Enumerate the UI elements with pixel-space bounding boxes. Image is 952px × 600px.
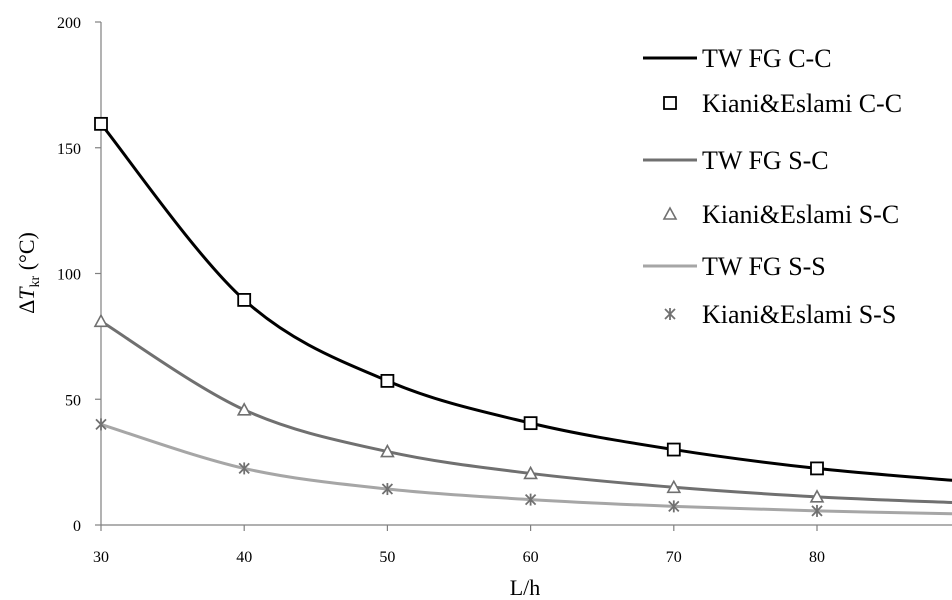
data-point-1-0: [94, 116, 108, 131]
y-tick-label: 0: [73, 518, 81, 535]
y-axis-title-subscript: kr: [28, 275, 43, 287]
legend: TW FG C-C Kiani&Eslami C-C TW FG S-C Kiani&…: [643, 44, 902, 329]
y-tick-label: 200: [57, 15, 81, 32]
y-tick-label: 100: [57, 267, 81, 284]
data-point-3-5: [809, 489, 825, 503]
x-tick-label: 60: [523, 549, 539, 566]
data-point-5-2: [381, 483, 394, 496]
y-axis-title-prefix: Δ: [14, 300, 39, 314]
data-point-1-1: [237, 293, 252, 307]
legend-swatch: [663, 96, 677, 110]
legend-label: TW FG C-C: [702, 44, 832, 73]
x-axis-title: L/h: [510, 575, 541, 600]
y-tick-label: 150: [57, 141, 81, 158]
x-tick-label: 40: [236, 549, 252, 566]
x-tick-label: 30: [93, 549, 109, 566]
data-point-1-2: [380, 373, 395, 388]
legend-label: TW FG S-S: [702, 252, 826, 281]
data-point-3-1: [236, 402, 252, 416]
legend-swatch: [662, 206, 678, 220]
legend-swatch: [664, 308, 676, 320]
y-axis-title-unit: (°C): [14, 232, 39, 276]
legend-label: TW FG S-C: [702, 146, 829, 175]
data-point-5-0: [95, 418, 107, 431]
data-point-3-3: [523, 465, 538, 480]
x-tick-label: 70: [666, 549, 682, 566]
x-tick-group: 30405060708090: [93, 525, 825, 566]
x-tick-label: 50: [379, 549, 395, 566]
y-tick-label: 50: [65, 392, 81, 409]
data-point-1-4: [666, 442, 681, 457]
series-markers: [93, 116, 825, 517]
y-axis-title-symbol: T: [14, 286, 39, 300]
legend-label: Kiani&Eslami S-C: [702, 200, 899, 229]
y-tick-group: 0 50 100 150 200: [57, 15, 101, 535]
y-axis-title: ΔTkr (°C): [14, 232, 43, 314]
data-point-3-2: [380, 443, 395, 458]
data-point-5-3: [524, 493, 537, 506]
data-point-3-0: [93, 313, 109, 328]
data-point-5-1: [238, 462, 250, 475]
data-point-1-3: [523, 416, 538, 431]
data-point-3-4: [666, 479, 682, 494]
legend-label: Kiani&Eslami C-C: [702, 89, 902, 118]
data-point-1-5: [810, 461, 824, 476]
data-point-5-5: [811, 504, 823, 517]
x-tick-label: 80: [809, 549, 825, 566]
data-point-5-4: [668, 500, 680, 513]
legend-label: Kiani&Eslami S-S: [702, 300, 896, 329]
